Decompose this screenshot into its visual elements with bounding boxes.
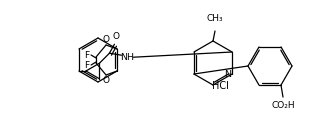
Text: O: O — [113, 32, 120, 41]
Text: HCl: HCl — [212, 81, 228, 91]
Text: F: F — [84, 51, 89, 60]
Text: F: F — [84, 61, 89, 70]
Text: NH: NH — [120, 53, 134, 62]
Text: CH₃: CH₃ — [207, 14, 223, 23]
Text: CO₂H: CO₂H — [271, 101, 295, 110]
Text: O: O — [103, 76, 110, 85]
Text: N: N — [224, 70, 231, 78]
Text: O: O — [103, 35, 110, 44]
